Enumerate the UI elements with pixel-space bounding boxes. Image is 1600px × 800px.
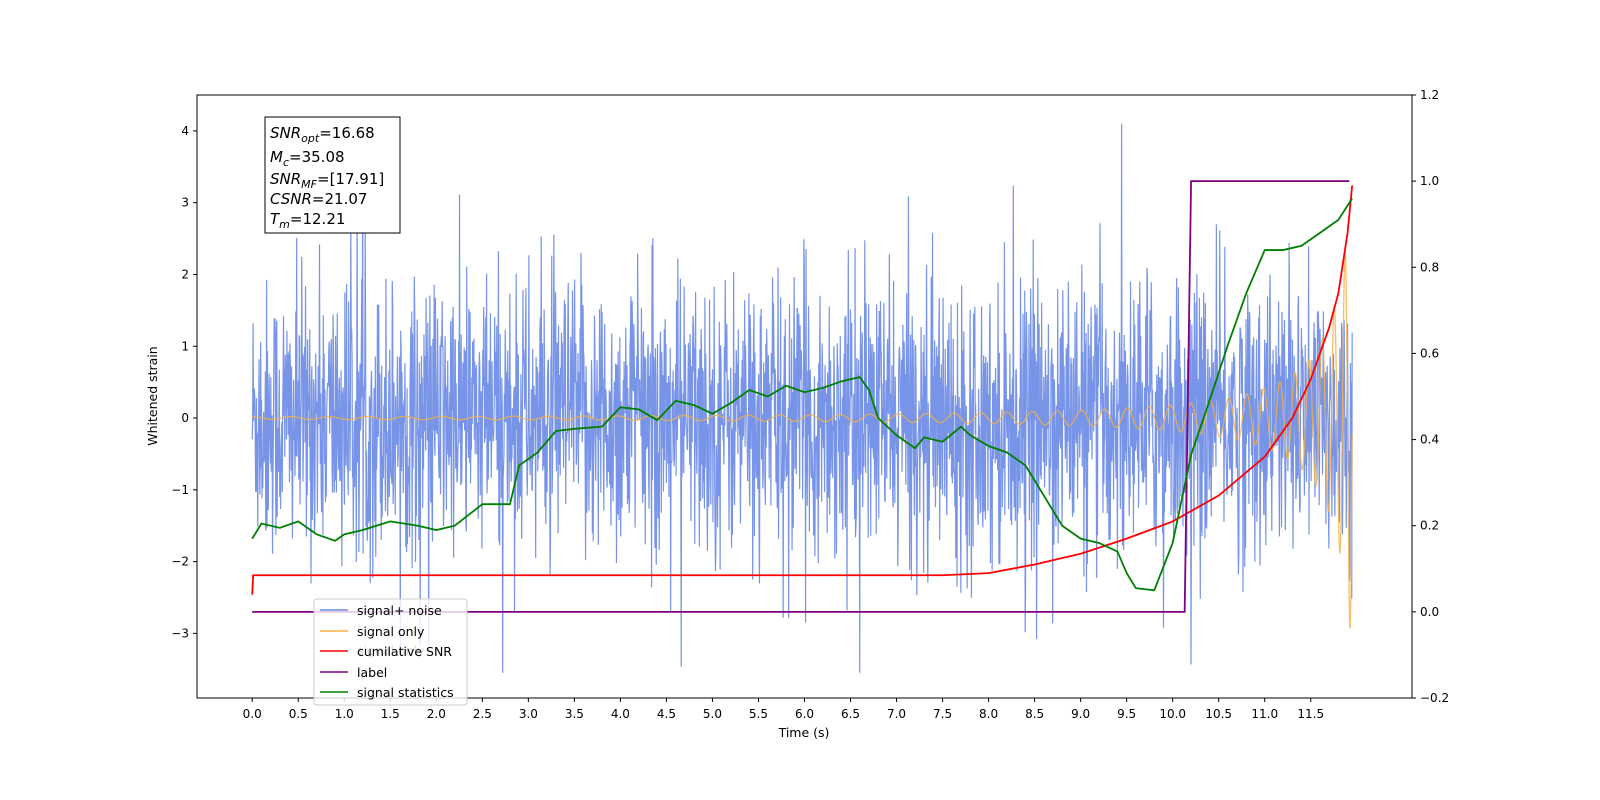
series-label [252,180,1350,613]
legend-entry-label: label [357,665,387,680]
y-tick-label: −1 [171,483,189,497]
series-layer [251,123,1354,673]
annotation-snr-opt: SNRopt=16.68 [270,124,375,145]
x-tick-label: 9.5 [1117,707,1136,721]
y2-tick-label: −0.2 [1420,691,1449,705]
y2-tick-label: 0.0 [1420,605,1439,619]
x-tick-label: 0.0 [243,707,262,721]
x-tick-label: 11.5 [1297,707,1324,721]
x-tick-label: 7.5 [933,707,952,721]
annotation-csnr: CSNR=21.07 [270,190,367,208]
y-tick-label: 2 [181,267,189,281]
legend-entry-cumilative-snr: cumilative SNR [357,644,452,659]
x-tick-label: 4.0 [611,707,630,721]
x-tick-label: 9.0 [1071,707,1090,721]
y-tick-label: 4 [181,124,189,138]
y-axis-right: −0.2 0.0 0.2 0.4 0.6 0.8 1.0 1.2 [1412,88,1449,705]
annotation-tm: Tm=12.21 [270,210,345,231]
x-axis: 0.0 0.5 1.0 1.5 2.0 2.5 3.0 3.5 4.0 4.5 5.0 5.5 6.0 6… [243,698,1324,721]
y2-tick-label: 0.4 [1420,433,1439,447]
series-signal-noise [251,123,1353,673]
y2-tick-label: 0.8 [1420,260,1439,274]
x-tick-label: 3.5 [565,707,584,721]
x-tick-label: 1.5 [381,707,400,721]
series-signal-statistics [251,197,1353,592]
x-tick-label: 5.0 [703,707,722,721]
x-tick-label: 6.5 [841,707,860,721]
y-tick-label: 0 [181,411,189,425]
x-axis-label: Time (s) [778,725,830,740]
y-axis-label: Whitened strain [145,346,160,445]
legend-entry-signal-statistics: signal statistics [357,685,454,700]
y-tick-label: −3 [171,626,189,640]
x-tick-label: 8.0 [979,707,998,721]
y2-tick-label: 1.0 [1420,174,1439,188]
y-axis-left: −3 −2 −1 0 1 2 3 4 [171,124,197,640]
legend-entry-signal-noise: signal+ noise [357,603,442,618]
legend-ghost-signal-only: signal only [357,643,425,658]
y2-tick-label: 0.2 [1420,519,1439,533]
x-tick-label: 7.0 [887,707,906,721]
y2-tick-label: 0.6 [1420,346,1439,360]
series-cumilative-snr [251,185,1354,595]
x-tick-label: 6.0 [795,707,814,721]
x-tick-label: 3.0 [519,707,538,721]
legend-entry-signal-only: signal only [357,624,425,639]
y-tick-label: 1 [181,339,189,353]
x-tick-label: 8.5 [1025,707,1044,721]
x-tick-label: 2.5 [473,707,492,721]
legend: signal only label signal+ noise signal o… [313,598,468,706]
x-tick-label: 10.0 [1159,707,1186,721]
x-tick-label: 5.5 [749,707,768,721]
annotation-mc: Mc=35.08 [270,148,345,169]
x-tick-label: 4.5 [657,707,676,721]
x-tick-label: 10.5 [1205,707,1232,721]
x-tick-label: 2.0 [427,707,446,721]
x-tick-label: 1.0 [335,707,354,721]
y-tick-label: −2 [171,555,189,569]
annotation-snr-mf: SNRMF=[17.91] [270,170,384,191]
x-tick-label: 11.0 [1251,707,1278,721]
legend-ghost-label: label [357,665,387,680]
annotation-box: SNRopt=16.68 Mc=35.08 SNRMF=[17.91] CSNR… [264,116,401,234]
y-tick-label: 3 [181,196,189,210]
series-signal-only [252,249,1353,629]
legend-frame [313,598,468,706]
y2-tick-label: 1.2 [1420,88,1439,102]
x-tick-label: 0.5 [289,707,308,721]
